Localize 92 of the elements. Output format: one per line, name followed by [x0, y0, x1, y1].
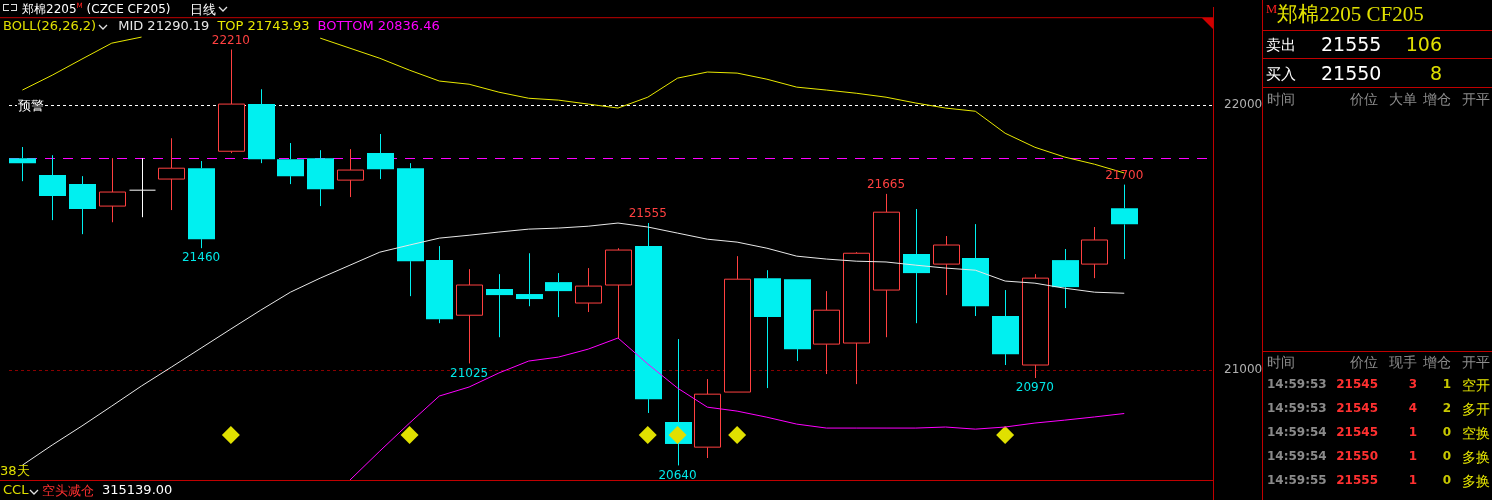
text: 21545: [1336, 401, 1378, 415]
text: 315139.00: [102, 482, 173, 497]
annotation: 21700: [1105, 167, 1144, 182]
candlestick: [129, 157, 156, 218]
text: 4: [1408, 401, 1417, 415]
text: 3: [1408, 377, 1417, 391]
text: 现手: [1389, 354, 1417, 372]
candlestick: [69, 175, 96, 235]
annotation: 21665: [866, 177, 906, 192]
text: 8: [1429, 62, 1442, 84]
annotation: 22210: [211, 32, 250, 47]
candlestick: [962, 223, 989, 317]
text: 14:59:53: [1267, 401, 1327, 415]
candlestick: [516, 252, 543, 307]
legend-label: MID 21290.19: [118, 18, 210, 33]
text: CCL: [3, 482, 29, 497]
text: 14:59:54: [1267, 449, 1327, 463]
text: 价位: [1350, 354, 1378, 372]
text: 21545: [1336, 425, 1378, 439]
annotation: 21555: [628, 206, 667, 221]
annotation: 21025: [450, 365, 489, 380]
text: 21550: [1336, 449, 1378, 463]
text: 21555: [1321, 33, 1382, 55]
text: 14:59:54: [1267, 425, 1327, 439]
text: 增仓: [1423, 91, 1451, 109]
text: 空头减仓: [42, 482, 94, 500]
text: 价位: [1350, 91, 1378, 109]
candlestick: [1052, 248, 1079, 309]
text: 大单: [1389, 91, 1417, 109]
annotation: 20970: [1015, 380, 1055, 395]
text: BOTTOM 20836.46: [317, 18, 440, 33]
series-label: TOP 21743.93: [217, 18, 310, 33]
text: 21550: [1321, 62, 1382, 84]
candlestick: [397, 162, 424, 297]
annotation: 38天: [0, 462, 30, 480]
candlestick: [218, 49, 245, 154]
text: 买入: [1266, 65, 1296, 84]
text: 时间: [1267, 354, 1295, 372]
candlestick: [9, 146, 36, 182]
candlestick: [843, 252, 870, 385]
chart-title: 郑棉2205$^{M}$ (CZCE CF205): [22, 1, 171, 18]
text: 开平: [1462, 91, 1490, 109]
y-tick-label: 22000: [1224, 97, 1263, 112]
candlestick: [456, 268, 483, 364]
candlestick: [635, 222, 662, 414]
ref-line-label: 预警: [18, 97, 44, 113]
candlestick: [367, 133, 394, 180]
candlestick: [813, 290, 840, 375]
candlestick: [992, 289, 1019, 366]
text: $^{M}$郑棉2205 CF205: [1266, 1, 1424, 28]
text: 开平: [1462, 354, 1490, 372]
candlestick: [545, 272, 572, 318]
candlestick: [784, 279, 811, 362]
candlestick: [486, 273, 513, 338]
text: 时间: [1267, 91, 1295, 109]
text: 1: [1408, 449, 1417, 463]
text: 0: [1442, 449, 1451, 463]
text: 0: [1442, 473, 1451, 487]
text: 多开: [1462, 401, 1490, 419]
text: 日线: [190, 1, 216, 19]
text: 21545: [1336, 377, 1378, 391]
text: 14:59:53: [1267, 377, 1327, 391]
candlestick: [248, 88, 275, 164]
candlestick: [277, 142, 304, 185]
candlestick: [307, 149, 334, 207]
text: 卖出: [1266, 36, 1296, 55]
candlestick: [873, 193, 900, 338]
annotation: 20640: [658, 467, 697, 482]
text: 1: [1442, 377, 1451, 391]
text: 2: [1442, 401, 1451, 415]
text: 空开: [1462, 377, 1490, 395]
candlestick: [754, 269, 781, 389]
candlestick: [188, 160, 215, 249]
candlestick: [724, 255, 751, 393]
legend-title: BOLL(26,26,2): [3, 18, 98, 33]
text: 14:59:55: [1267, 473, 1327, 487]
text: 多换: [1462, 449, 1490, 467]
text: 1: [1408, 425, 1417, 439]
text: 多换: [1462, 473, 1490, 491]
candlestick: [39, 154, 66, 221]
candlestick: [1111, 184, 1138, 260]
annotation: 21460: [181, 250, 221, 265]
text: 1: [1408, 473, 1417, 487]
y-tick-label: 21000: [1224, 362, 1263, 377]
text: 106: [1405, 33, 1442, 55]
text: 21555: [1336, 473, 1378, 487]
candlestick: [694, 378, 721, 459]
candlestick: [903, 208, 930, 324]
candlestick: [426, 245, 453, 324]
text: 增仓: [1423, 354, 1451, 372]
text: 空换: [1462, 425, 1490, 443]
text: 0: [1442, 425, 1451, 439]
